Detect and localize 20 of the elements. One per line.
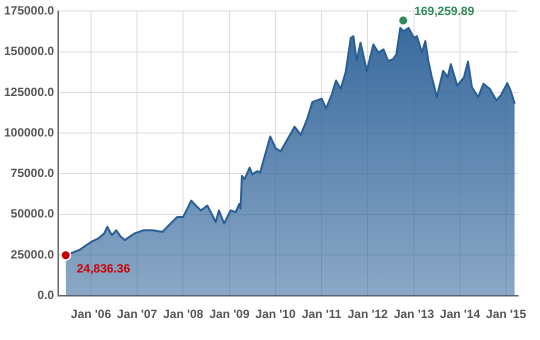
y-tick-label: 75000.0	[10, 166, 54, 180]
y-tick-label: 50000.0	[10, 206, 54, 221]
x-tick-label: Jan '10	[255, 307, 296, 322]
y-tick-label: 125000.0	[4, 84, 54, 99]
x-tick-label: Jan '09	[209, 307, 250, 322]
y-tick-label: 100000.0	[4, 125, 54, 140]
annotation: 169,259.89	[414, 4, 475, 18]
y-tick-label: 150000.0	[4, 44, 54, 58]
x-tick-label: Jan '15	[486, 307, 527, 322]
y-tick-label: 0.0	[37, 288, 54, 302]
x-tick-label: Jan '08	[163, 307, 204, 322]
x-tick-label: Jan '13	[394, 307, 434, 322]
annotation: 24,836.36	[76, 262, 130, 276]
x-tick-label: Jan '12	[348, 307, 388, 322]
y-tick-label: 175000.0	[4, 4, 54, 18]
x-tick-label: Jan '11	[302, 307, 342, 322]
y-tick-label: 25000.0	[10, 247, 54, 262]
x-tick-label: Jan '07	[117, 307, 158, 322]
x-tick-label: Jan '14	[440, 307, 480, 322]
x-tick-label: Jan '06	[70, 307, 112, 322]
